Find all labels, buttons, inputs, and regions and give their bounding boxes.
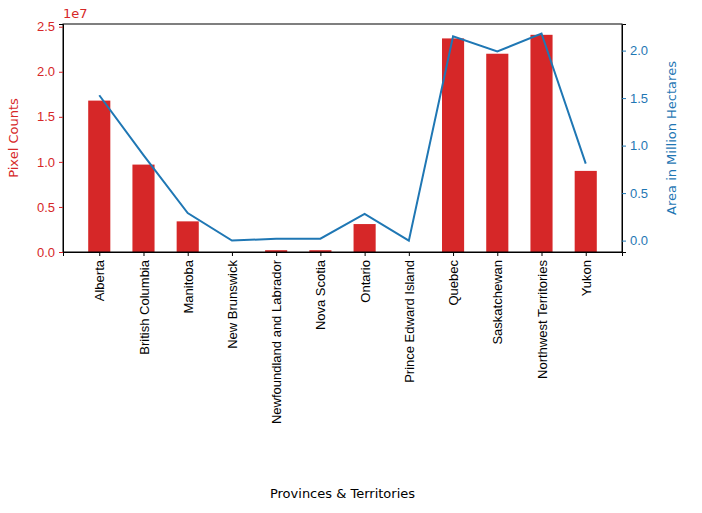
x-tick-mark [453, 252, 454, 256]
y2-axis-title: Area in Million Hectares [664, 61, 679, 215]
x-tick-label: Nova Scotia [313, 259, 328, 330]
x-tick: Prince Edward Island [402, 252, 417, 383]
x-tick-mark [232, 252, 233, 256]
y-axis-line [59, 25, 64, 253]
x-tick-label: Saskatchewan [490, 260, 505, 345]
y-tick-mark [59, 117, 63, 118]
bar [530, 35, 552, 252]
y2-axis-line [623, 25, 627, 253]
x-tick: Alberta [92, 252, 107, 301]
y2-tick-mark [622, 193, 626, 194]
x-tick-mark [542, 252, 543, 256]
x-tick-label: Ontario [358, 260, 373, 303]
y2-tick-label: 2.0 [630, 43, 648, 58]
y-tick-label: 1.5 [37, 109, 55, 124]
y-tick: 2.5 [37, 19, 63, 34]
x-axis: Alberta British Columbia Manitoba New Bruns… [64, 252, 623, 424]
x-tick-label: Alberta [92, 259, 107, 301]
line [99, 34, 585, 241]
x-tick-mark [497, 252, 498, 256]
x-tick-label: Yukon [579, 260, 594, 296]
y-tick-label: 2.5 [37, 19, 55, 34]
y2-tick-mark [622, 98, 626, 99]
y2-axis: 0.0 0.5 1.0 1.5 2.0 [622, 25, 648, 253]
x-tick-mark [586, 252, 587, 256]
y-tick-label: 1.0 [37, 155, 55, 170]
x-tick-mark [276, 252, 277, 256]
x-tick: Nova Scotia [313, 252, 328, 330]
y-tick-mark [59, 207, 63, 208]
plot-marks [88, 34, 597, 253]
x-tick: Saskatchewan [490, 252, 505, 345]
y2-tick-mark [622, 241, 626, 242]
bar [177, 221, 199, 252]
x-axis-line [64, 253, 623, 257]
x-tick: Ontario [358, 252, 373, 303]
x-tick: Northwest Territories [535, 252, 550, 379]
y2-tick-label: 0.5 [630, 186, 648, 201]
bar [354, 224, 376, 252]
x-axis-title: Provinces & Territories [270, 486, 415, 501]
x-tick-mark [320, 252, 321, 256]
x-tick-label: Quebec [446, 260, 461, 306]
x-tick-mark [99, 252, 100, 256]
y-tick-label: 0.0 [37, 245, 55, 260]
y-tick-label: 0.5 [37, 200, 55, 215]
x-tick-label: Prince Edward Island [402, 260, 417, 383]
y-tick-mark [59, 162, 63, 163]
x-tick-mark [409, 252, 410, 256]
y-tick: 2.0 [37, 64, 63, 79]
y-tick: 0.0 [37, 245, 63, 260]
y-axis: 0.0 0.5 1.0 1.5 2.0 2.5 [37, 19, 64, 259]
x-tick: Newfoundland and Labrador [269, 252, 284, 424]
y-tick: 0.5 [37, 200, 63, 215]
y2-tick: 1.5 [622, 91, 648, 106]
y2-tick: 2.0 [622, 43, 648, 58]
y-tick-mark [59, 252, 63, 253]
x-tick: Yukon [579, 252, 594, 296]
y2-tick: 0.0 [622, 233, 648, 248]
y2-tick-label: 1.0 [630, 138, 648, 153]
x-tick: Quebec [446, 252, 461, 306]
y-tick-label: 2.0 [37, 64, 55, 79]
y-tick: 1.5 [37, 109, 63, 124]
y2-tick-label: 1.5 [630, 91, 648, 106]
y-tick: 1.0 [37, 155, 63, 170]
x-tick: New Brunswick [225, 252, 240, 349]
y2-tick-mark [622, 146, 626, 147]
y2-tick: 1.0 [622, 138, 648, 153]
x-tick-label: British Columbia [137, 259, 152, 354]
x-tick-mark [365, 252, 366, 256]
y-tick-mark [59, 72, 63, 73]
bar [575, 171, 597, 252]
y-tick-mark [59, 27, 63, 28]
y2-tick: 0.5 [622, 186, 648, 201]
x-tick-mark [188, 252, 189, 256]
y2-tick-label: 0.0 [630, 233, 648, 248]
y-offset-label: 1e7 [63, 6, 88, 21]
bar [132, 165, 154, 252]
x-tick-mark [143, 252, 144, 256]
bar [486, 54, 508, 252]
bar [88, 101, 110, 252]
x-tick-label: Manitoba [181, 259, 196, 313]
plot-frame [63, 24, 622, 252]
x-tick: British Columbia [137, 252, 152, 355]
x-tick-label: Northwest Territories [535, 260, 550, 379]
y2-tick-mark [622, 51, 626, 52]
x-tick-label: New Brunswick [225, 260, 240, 349]
x-tick: Manitoba [181, 252, 196, 313]
x-tick-label: Newfoundland and Labrador [269, 259, 284, 424]
y-axis-title: Pixel Counts [6, 98, 21, 178]
chart: 0.0 0.5 1.0 1.5 2.0 2.5 0.0 0.5 1.0 1.5 2.0 Alberta… [0, 0, 702, 513]
